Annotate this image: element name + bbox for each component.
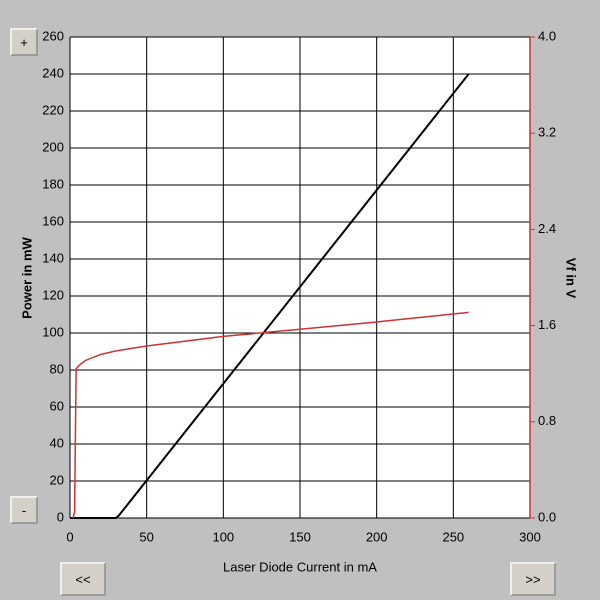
zoom-out-button[interactable]: - (10, 496, 38, 524)
y2-tick-label: 0.0 (538, 509, 556, 524)
y-tick-label: 0 (57, 509, 64, 524)
y-tick-label: 100 (42, 324, 64, 339)
y2-tick-label: 4.0 (538, 28, 556, 43)
y2-tick-label: 2.4 (538, 221, 556, 236)
y-tick-label: 240 (42, 65, 64, 80)
y2-tick-label: 0.8 (538, 413, 556, 428)
y-tick-label: 40 (50, 435, 64, 450)
y-tick-label: 80 (50, 361, 64, 376)
x-tick-label: 300 (519, 529, 541, 544)
y-tick-label: 140 (42, 250, 64, 265)
y-tick-label: 160 (42, 213, 64, 228)
y-tick-label: 120 (42, 287, 64, 302)
y2-tick-label: 3.2 (538, 125, 556, 140)
x-axis-label: Laser Diode Current in mA (223, 559, 377, 574)
data-line (72, 311, 469, 519)
x-tick-label: 50 (139, 529, 153, 544)
x-tick-label: 200 (366, 529, 388, 544)
x-tick-label: 100 (212, 529, 234, 544)
data-line (70, 73, 470, 519)
y-tick-label: 260 (42, 28, 64, 43)
x-tick-label: 250 (442, 529, 464, 544)
x-tick-label: 0 (66, 529, 73, 544)
y-tick-label: 20 (50, 472, 64, 487)
y-tick-label: 60 (50, 398, 64, 413)
y2-axis-label: Vf in V (564, 258, 579, 299)
y-axis-label: Power in mW (19, 236, 34, 318)
prev-button[interactable]: << (60, 562, 106, 596)
y-tick-label: 200 (42, 139, 64, 154)
y2-tick-label: 1.6 (538, 317, 556, 332)
zoom-in-button[interactable]: + (10, 28, 38, 56)
next-button[interactable]: >> (510, 562, 556, 596)
y-tick-label: 220 (42, 102, 64, 117)
y-tick-label: 180 (42, 176, 64, 191)
x-tick-label: 150 (289, 529, 311, 544)
